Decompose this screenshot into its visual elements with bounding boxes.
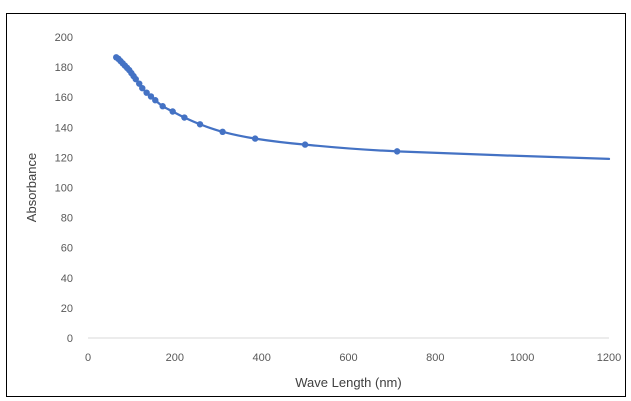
data-point — [393, 148, 401, 155]
y-tick-label: 60 — [61, 243, 73, 255]
data-point — [251, 135, 259, 142]
data-point — [301, 141, 309, 148]
data-point — [136, 80, 143, 87]
data-point — [147, 93, 155, 100]
data-point — [152, 97, 159, 104]
y-tick-label: 140 — [55, 122, 73, 134]
x-axis-title: Wave Length (nm) — [295, 375, 401, 390]
series-points — [113, 54, 401, 155]
series-line — [115, 56, 611, 161]
y-tick-label: 200 — [55, 32, 73, 44]
y-tick-labels: 0 20 40 60 80 100 120 140 160 180 200 — [55, 32, 73, 345]
y-tick-label: 120 — [55, 152, 73, 164]
y-tick-label: 160 — [55, 92, 73, 104]
x-tick-label: 800 — [426, 352, 444, 364]
x-tick-label: 200 — [166, 352, 184, 364]
data-point — [219, 128, 226, 136]
chart-frame — [6, 13, 626, 397]
y-tick-label: 40 — [61, 273, 73, 285]
data-point — [169, 108, 176, 115]
data-point — [139, 84, 146, 92]
data-point — [143, 89, 150, 96]
x-tick-label: 0 — [85, 352, 91, 364]
data-point — [159, 103, 166, 110]
data-point — [132, 75, 139, 83]
x-tick-label: 1000 — [510, 352, 534, 364]
x-tick-label: 1200 — [597, 352, 621, 364]
data-point — [181, 114, 188, 121]
y-tick-label: 0 — [67, 333, 73, 345]
y-tick-label: 180 — [55, 62, 73, 74]
y-tick-label: 20 — [61, 303, 73, 315]
x-tick-labels: 0 200 400 600 800 1000 1200 — [85, 352, 621, 364]
y-tick-label: 80 — [61, 213, 73, 225]
x-tick-label: 600 — [339, 352, 357, 364]
data-point — [196, 121, 204, 128]
y-tick-label: 100 — [55, 183, 73, 195]
y-axis-title: Absorbance — [24, 153, 39, 222]
x-tick-label: 400 — [252, 352, 270, 364]
